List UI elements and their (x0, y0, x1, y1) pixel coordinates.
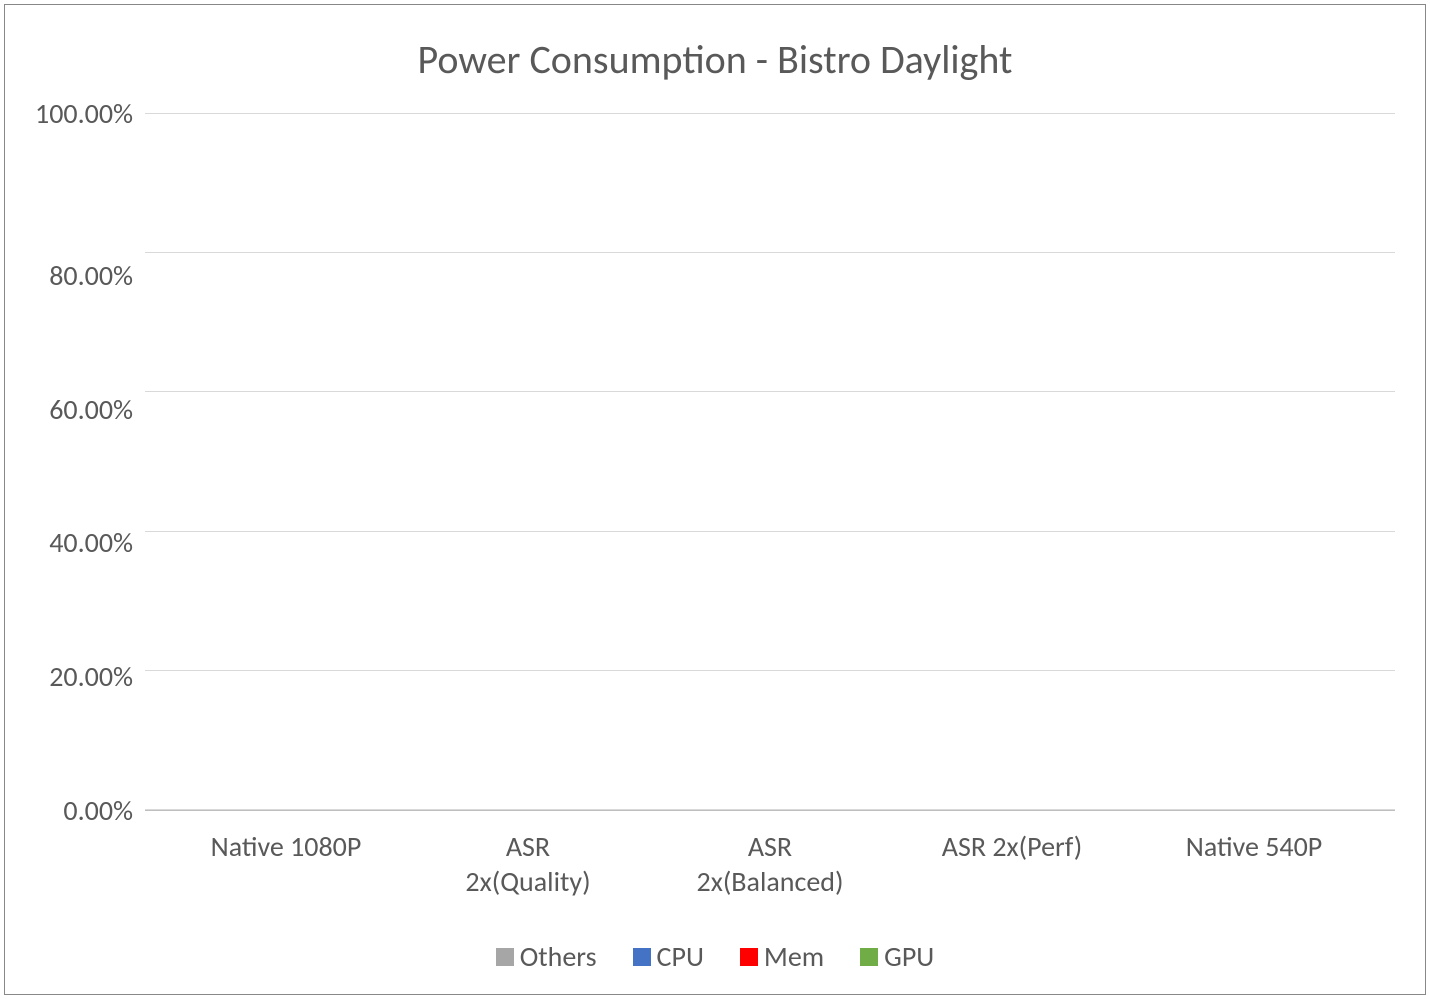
bars-row (145, 114, 1395, 810)
legend-item-gpu: GPU (860, 939, 934, 974)
y-axis: 100.00%80.00%60.00%40.00%20.00%0.00% (35, 114, 145, 811)
x-tick-label: Native 1080P (165, 829, 407, 899)
y-tick-label: 60.00% (49, 396, 133, 424)
legend-label: GPU (884, 939, 934, 974)
legend-swatch (860, 948, 878, 966)
chart-container: Power Consumption - Bistro Daylight 100.… (4, 4, 1426, 995)
plot-row: 100.00%80.00%60.00%40.00%20.00%0.00% (35, 114, 1395, 811)
x-tick-label: Native 540P (1133, 829, 1375, 899)
bar-slot (1133, 114, 1375, 810)
y-tick-label: 0.00% (63, 797, 133, 825)
y-tick-label: 20.00% (49, 663, 133, 691)
legend-label: Others (520, 939, 597, 974)
bar-slot (891, 114, 1133, 810)
legend-item-mem: Mem (740, 939, 824, 974)
legend-label: CPU (657, 939, 704, 974)
legend: Others CPU Mem GPU (35, 939, 1395, 974)
y-tick-label: 100.00% (35, 100, 133, 128)
legend-item-others: Others (496, 939, 597, 974)
plot-area (145, 114, 1395, 811)
bar-slot (407, 114, 649, 810)
x-axis-labels: Native 1080PASR 2x(Quality)ASR 2x(Balanc… (145, 811, 1395, 899)
bar-slot (165, 114, 407, 810)
chart-title: Power Consumption - Bistro Daylight (35, 35, 1395, 84)
y-tick-label: 40.00% (49, 529, 133, 557)
y-tick-label: 80.00% (49, 262, 133, 290)
x-axis: Native 1080PASR 2x(Quality)ASR 2x(Balanc… (35, 811, 1395, 899)
legend-swatch (496, 948, 514, 966)
x-tick-label: ASR 2x(Balanced) (649, 829, 891, 899)
legend-item-cpu: CPU (633, 939, 704, 974)
bar-slot (649, 114, 891, 810)
x-tick-label: ASR 2x(Quality) (407, 829, 649, 899)
x-tick-label: ASR 2x(Perf) (891, 829, 1133, 899)
legend-label: Mem (764, 939, 824, 974)
legend-swatch (633, 948, 651, 966)
legend-swatch (740, 948, 758, 966)
